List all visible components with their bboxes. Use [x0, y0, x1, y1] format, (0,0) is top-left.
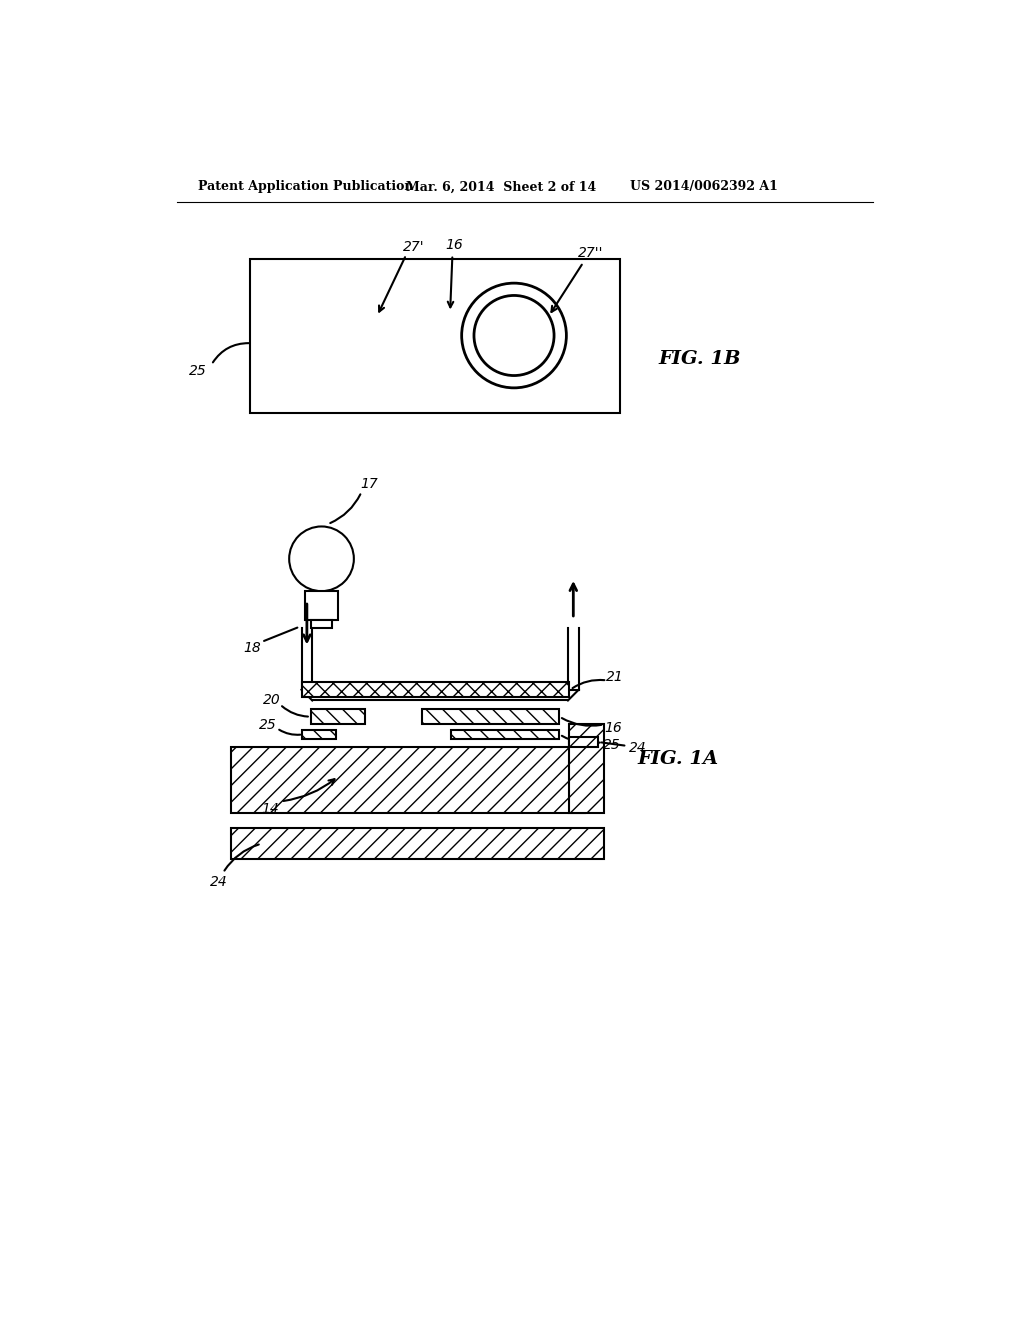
- Text: 27': 27': [403, 240, 425, 253]
- Text: 27'': 27'': [579, 246, 604, 260]
- Text: 18: 18: [244, 642, 261, 655]
- Text: FIG. 1B: FIG. 1B: [658, 350, 740, 367]
- Bar: [310, 709, 366, 725]
- Text: Mar. 6, 2014  Sheet 2 of 14: Mar. 6, 2014 Sheet 2 of 14: [407, 181, 596, 194]
- Bar: [230, 747, 585, 813]
- Bar: [304, 591, 339, 620]
- Bar: [569, 723, 604, 813]
- Text: 20: 20: [263, 693, 282, 706]
- Text: 14: 14: [262, 803, 280, 816]
- Text: 16: 16: [445, 239, 463, 252]
- Circle shape: [474, 296, 554, 375]
- Bar: [451, 730, 559, 739]
- Text: FIG. 1A: FIG. 1A: [637, 750, 719, 768]
- Text: 24: 24: [210, 875, 227, 890]
- Bar: [301, 730, 336, 739]
- Circle shape: [462, 284, 566, 388]
- Text: 24: 24: [629, 742, 647, 755]
- Bar: [250, 259, 620, 412]
- Bar: [230, 829, 604, 859]
- Bar: [310, 620, 333, 628]
- Text: 25: 25: [188, 364, 207, 378]
- Text: 25: 25: [259, 718, 276, 733]
- Text: 21: 21: [606, 671, 624, 684]
- Circle shape: [289, 527, 354, 591]
- Text: 16: 16: [604, 721, 623, 735]
- Text: US 2014/0062392 A1: US 2014/0062392 A1: [630, 181, 777, 194]
- Text: 25: 25: [603, 738, 621, 752]
- Text: Patent Application Publication: Patent Application Publication: [199, 181, 414, 194]
- Bar: [569, 738, 598, 747]
- Bar: [301, 682, 568, 697]
- Text: 17: 17: [360, 477, 378, 491]
- Bar: [422, 709, 559, 725]
